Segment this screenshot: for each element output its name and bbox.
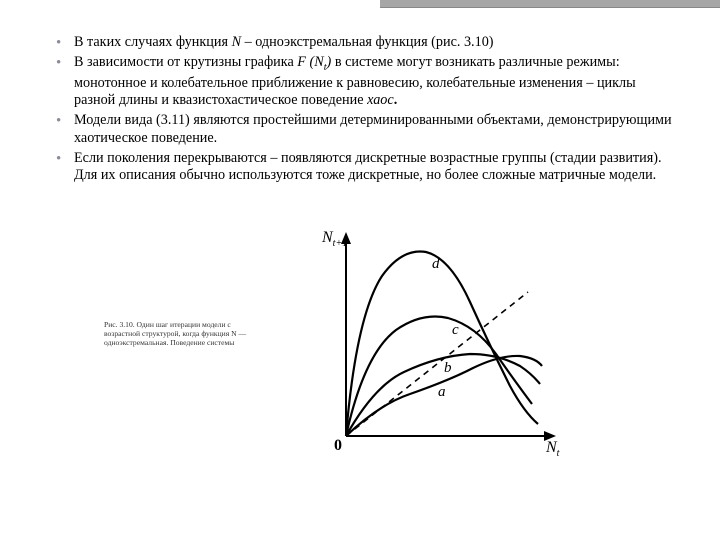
curve-label-c: c xyxy=(452,322,459,338)
bullet-item: В таких случаях функция N – одноэкстрема… xyxy=(56,34,672,51)
chart-svg: Nt+1 Nt 0 a b c d xyxy=(310,226,570,456)
chart: Nt+1 Nt 0 a b c d xyxy=(310,226,570,461)
dot: . xyxy=(394,92,398,108)
bullet-item: Модели вида (3.11) являются простейшими … xyxy=(56,112,672,147)
origin-label: 0 xyxy=(334,437,342,454)
text: В таких случаях функция xyxy=(74,34,232,50)
y-axis-label: Nt+1 xyxy=(321,229,347,249)
caption-line: Рис. 3.10. Один шаг итерации модели с xyxy=(104,320,304,329)
chaos-word: хаос xyxy=(367,92,394,108)
content-area: В таких случаях функция N – одноэкстрема… xyxy=(0,0,720,184)
bullet-item: В зависимости от крутизны графика F (Nt)… xyxy=(56,54,672,109)
caption-line: одноэкстремальная. Поведение системы xyxy=(104,338,304,347)
curve-label-d: d xyxy=(432,256,440,272)
bullet-list: В таких случаях функция N – одноэкстрема… xyxy=(56,34,672,184)
bullet-item: Если поколения перекрываются – появляютс… xyxy=(56,150,672,185)
caption-line: возрастной структурой, когда функция N — xyxy=(104,329,304,338)
curve-d xyxy=(346,252,538,437)
axis-labels: Nt+1 Nt 0 xyxy=(321,229,560,456)
text: В зависимости от крутизны графика xyxy=(74,54,297,70)
curves xyxy=(346,252,542,437)
x-axis-label: Nt xyxy=(545,439,560,456)
text: – одноэкстремальная функция (рис. 3.10) xyxy=(241,34,494,50)
var-N: N xyxy=(232,34,241,50)
curve-label-a: a xyxy=(438,384,446,400)
var-F: F (N xyxy=(297,54,323,70)
figure-caption: Рис. 3.10. Один шаг итерации модели с во… xyxy=(104,320,304,347)
curve-label-b: b xyxy=(444,360,452,376)
text: Модели вида (3.11) являются простейшими … xyxy=(74,112,672,145)
header-line xyxy=(380,0,720,8)
text: Если поколения перекрываются – появляютс… xyxy=(74,150,662,183)
curve-labels: a b c d xyxy=(432,256,459,400)
